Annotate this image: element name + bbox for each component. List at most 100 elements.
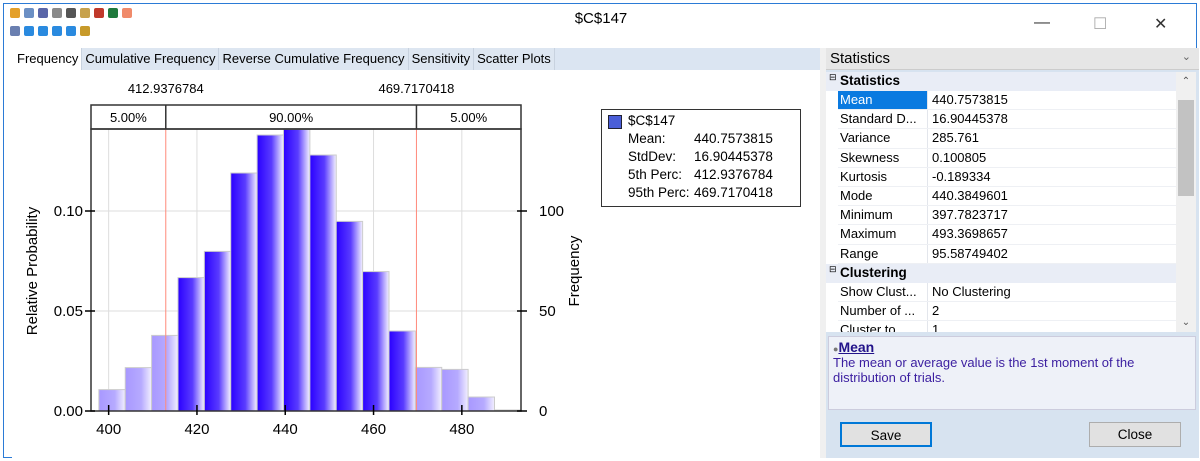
property-value: No Clustering <box>932 283 1011 299</box>
panel-splitter[interactable] <box>820 48 826 458</box>
property-value: 397.7823717 <box>932 207 1008 223</box>
legend-series-name: $C$147 <box>628 113 676 128</box>
region-percent-label: 5.00% <box>110 110 147 125</box>
legend-row: StdDev: 16.90445378 <box>628 148 773 166</box>
property-value: 493.3698657 <box>932 226 1008 242</box>
legend-label: Mean: <box>628 131 666 146</box>
legend-value: 469.7170418 <box>694 185 773 200</box>
property-value: 16.90445378 <box>932 111 1008 127</box>
collapse-icon[interactable]: ⊟ <box>829 72 837 82</box>
grid-row[interactable]: Standard D... 16.90445378 <box>838 110 1176 130</box>
property-value: 95.58749402 <box>932 245 1008 261</box>
grid-row[interactable]: Kurtosis -0.189334 <box>838 167 1176 187</box>
grid-row[interactable]: Mean 440.7573815 <box>838 91 1176 111</box>
app-icon[interactable] <box>10 8 20 18</box>
save-button[interactable]: Save <box>840 422 932 447</box>
property-name: Standard D... <box>838 110 928 129</box>
property-name: Number of ... <box>838 301 928 321</box>
toolbar-row-1 <box>10 8 132 18</box>
tab-cumulative-frequency[interactable]: Cumulative Frequency <box>82 48 220 70</box>
minimize-button[interactable]: — <box>1034 14 1050 31</box>
close-window-button[interactable]: ✕ <box>1154 16 1168 33</box>
pointer-icon[interactable] <box>80 26 90 36</box>
scroll-thumb[interactable] <box>1178 100 1194 196</box>
tab-reverse-cumulative-frequency[interactable]: Reverse Cumulative Frequency <box>219 48 409 70</box>
x-tick-label: 400 <box>96 421 121 438</box>
panel-title: Statistics <box>830 50 891 67</box>
tab-scatter-plots[interactable]: Scatter Plots <box>474 48 555 70</box>
category-label: Statistics <box>840 73 901 88</box>
scroll-up-icon[interactable]: ⌃ <box>1181 76 1191 87</box>
tab-sensitivity[interactable]: Sensitivity <box>408 48 475 70</box>
property-value: -0.189334 <box>932 168 991 184</box>
property-name: Range <box>838 244 928 263</box>
grid-row[interactable]: Minimum 397.7823717 <box>838 206 1176 226</box>
legend-label: 5th Perc: <box>628 167 683 182</box>
histogram-bar <box>362 271 390 412</box>
collapse-icon[interactable]: ⊟ <box>829 263 837 274</box>
x-tick-label: 440 <box>273 421 298 438</box>
histogram-bar <box>124 367 153 412</box>
grid-row[interactable]: Skewness 0.100805 <box>838 148 1176 168</box>
histogram-bar <box>282 128 311 412</box>
grid-row[interactable]: Number of ... 2 <box>838 301 1176 322</box>
property-name: Show Clust... <box>838 282 928 301</box>
y2-tick-label: 50 <box>539 303 556 320</box>
grid-category[interactable]: ⊟ Statistics <box>826 72 1176 91</box>
rotate-left-icon[interactable] <box>24 26 34 36</box>
y-axis-label: Relative Probability <box>24 206 41 335</box>
chevron-down-icon: ⌄ <box>1181 51 1191 63</box>
paste-icon[interactable] <box>80 8 90 18</box>
x-tick-label: 420 <box>184 421 209 438</box>
rotate-right-icon[interactable] <box>38 26 48 36</box>
grid-row[interactable]: Maximum 493.3698657 <box>838 225 1176 245</box>
grid-category[interactable]: ⊟ Clustering <box>826 263 1176 283</box>
grid-row[interactable]: Mode 440.3849601 <box>838 186 1176 207</box>
excel-icon[interactable] <box>108 8 118 18</box>
maximize-button[interactable]: ☐ <box>1093 16 1108 33</box>
chart-legend: $C$147 Mean: 440.7573815 StdDev: 16.9044537… <box>601 109 801 207</box>
grid-scrollbar[interactable]: ⌃ ⌄ <box>1176 72 1196 332</box>
save-icon[interactable] <box>38 8 48 18</box>
info-icon: ● <box>833 344 839 354</box>
snapshot-icon[interactable] <box>10 26 20 36</box>
copy-icon[interactable] <box>24 8 34 18</box>
app-window: $C$147 — ☐ ✕ Frequency Cumulative Freque… <box>3 3 1199 458</box>
histogram-bar <box>388 330 416 412</box>
dropdown-icon[interactable] <box>66 8 76 18</box>
histogram-bar <box>98 389 126 412</box>
legend-value: 412.9376784 <box>694 167 773 182</box>
lower-cut-label: 412.9376784 <box>128 81 204 96</box>
y-tick-label: 0.00 <box>54 403 83 420</box>
scroll-down-icon[interactable]: ⌄ <box>1181 317 1191 328</box>
property-name: Kurtosis <box>838 167 928 186</box>
histogram-bar <box>309 154 337 412</box>
histogram-chart: 5.00% 90.00% 5.00% 412.9376784 469.7170418 40… <box>24 81 583 438</box>
grid-row[interactable]: Show Clust... No Clustering <box>838 282 1176 302</box>
panel-dropdown[interactable]: Statistics ⌄ <box>826 48 1199 70</box>
grid-row[interactable]: Range 95.58749402 <box>838 244 1176 264</box>
grid-row[interactable]: Variance 285.761 <box>838 129 1176 149</box>
tab-frequency[interactable]: Frequency <box>12 48 83 70</box>
histogram-bar <box>414 366 443 412</box>
grid-row[interactable]: Cluster to ... 1 <box>838 321 1176 332</box>
region-percent-label: 90.00% <box>269 110 314 125</box>
x-tick-label: 480 <box>449 421 474 438</box>
legend-row: Mean: 440.7573815 <box>628 130 773 148</box>
property-name: Skewness <box>838 148 928 167</box>
region-header <box>90 104 522 130</box>
close-button[interactable]: Close <box>1089 422 1181 447</box>
histogram-bar <box>256 134 284 412</box>
property-grid: ⊟ Statistics Mean 440.7573815 Standard D... 1… <box>826 72 1176 332</box>
legend-value: 16.90445378 <box>694 149 773 164</box>
y2-tick-label: 100 <box>539 203 564 220</box>
chart-icon[interactable] <box>94 8 104 18</box>
histogram-bar <box>230 172 258 412</box>
print-icon[interactable] <box>52 8 62 18</box>
y-tick-label: 0.05 <box>54 303 83 320</box>
rotate-down-icon[interactable] <box>66 26 76 36</box>
rotate-up-icon[interactable] <box>52 26 62 36</box>
property-value: 0.100805 <box>932 149 987 165</box>
upper-cut-label: 469.7170418 <box>378 81 454 96</box>
settings-icon[interactable] <box>122 8 132 18</box>
